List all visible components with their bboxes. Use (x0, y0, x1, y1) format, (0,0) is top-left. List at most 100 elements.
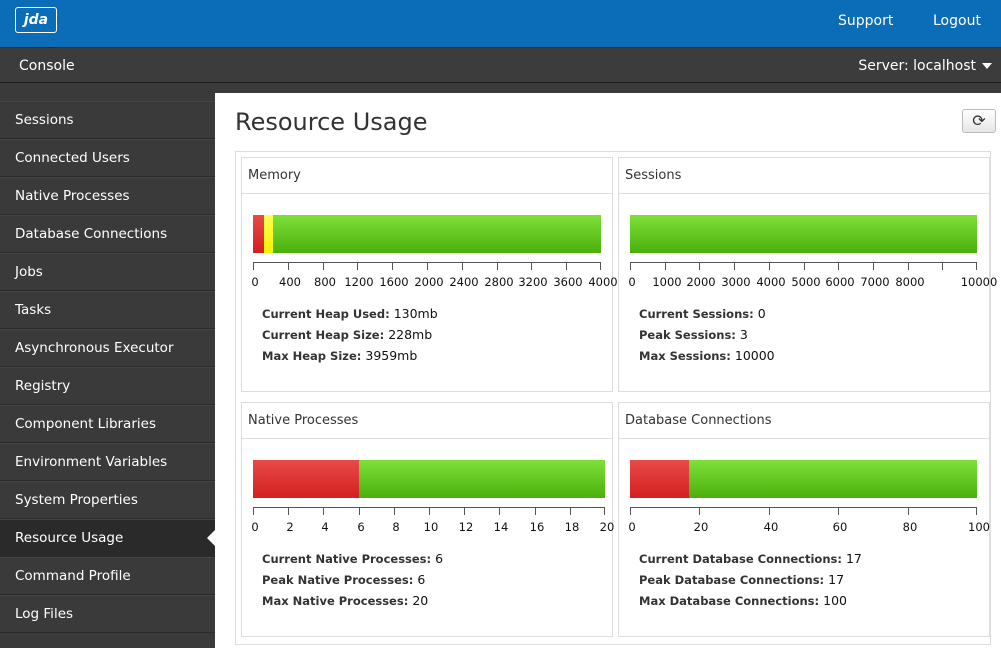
tick-label: 10 (423, 520, 439, 534)
sidebar-item-label: Component Libraries (15, 416, 156, 432)
tick-label: 3600 (553, 275, 583, 289)
stat-value: 6 (417, 572, 426, 587)
axis-tick (531, 263, 532, 270)
support-link[interactable]: Support (838, 13, 894, 29)
axis-tick (942, 263, 943, 270)
free-segment (273, 215, 601, 253)
sidebar-item-label: Native Processes (15, 188, 130, 204)
stat-value: 20 (412, 593, 429, 608)
axis-tick (665, 263, 666, 270)
stat-row: Current Heap Used: 130mb (262, 306, 438, 321)
panel-title: Sessions (619, 158, 989, 194)
axis-tick (566, 263, 567, 270)
tick-label: 4 (321, 520, 329, 534)
sidebar-item-label: Resource Usage (15, 530, 124, 546)
axis-tick (288, 508, 289, 515)
server-label: Server: localhost (858, 58, 976, 74)
tick-label: 1600 (379, 275, 409, 289)
sidebar-item-system-properties[interactable]: System Properties (0, 481, 215, 519)
stat-label: Current Heap Used: (262, 307, 390, 321)
tick-label: 80 (902, 520, 918, 534)
sidebar-item-sessions[interactable]: Sessions (0, 101, 215, 139)
axis-tick (630, 508, 631, 515)
jda-logo[interactable]: jda (15, 7, 57, 33)
stat-row: Current Heap Size: 228mb (262, 327, 432, 342)
axis-tick (427, 263, 428, 270)
tick-label: 40 (763, 520, 779, 534)
sidebar-item-connected-users[interactable]: Connected Users (0, 139, 215, 177)
sidebar-item-resource-usage[interactable]: Resource Usage (0, 519, 215, 557)
refresh-button[interactable]: ⟳ (962, 109, 996, 133)
tick-label: 2400 (449, 275, 479, 289)
sidebar-item-label: Connected Users (15, 150, 130, 166)
tick-label: 2000 (414, 275, 444, 289)
tick-label: 0 (251, 520, 259, 534)
stat-value: 6 (435, 551, 444, 566)
stat-value: 3 (739, 327, 748, 342)
sidebar-item-label: Environment Variables (15, 454, 168, 470)
tick-label: 18 (564, 520, 580, 534)
axis-tick (462, 263, 463, 270)
sidebar-item-component-libraries[interactable]: Component Libraries (0, 405, 215, 443)
axis-tick (359, 508, 360, 515)
stat-row: Current Sessions: 0 (639, 306, 766, 321)
sidebar-item-command-profile[interactable]: Command Profile (0, 557, 215, 595)
tick-label: 2800 (484, 275, 514, 289)
tick-label: 12 (458, 520, 474, 534)
sidebar-item-jobs[interactable]: Jobs (0, 253, 215, 291)
tick-label: 1000 (652, 275, 682, 289)
sidebar-item-asynchronous-executor[interactable]: Asynchronous Executor (0, 329, 215, 367)
stat-row: Max Sessions: 10000 (639, 348, 775, 363)
stat-label: Current Database Connections: (639, 552, 842, 566)
sidebar-item-database-connections[interactable]: Database Connections (0, 215, 215, 253)
stat-row: Max Native Processes: 20 (262, 593, 428, 608)
used-segment (630, 460, 689, 498)
sidebar-item-tasks[interactable]: Tasks (0, 291, 215, 329)
tick-label: 5000 (791, 275, 821, 289)
axis-tick (323, 263, 324, 270)
tick-label: 20 (599, 520, 615, 534)
panel-title: Database Connections (619, 403, 989, 439)
bar-axis (253, 507, 605, 517)
panel-title: Native Processes (242, 403, 612, 439)
sidebar-item-label: Registry (15, 378, 71, 394)
sidebar-item-environment-variables[interactable]: Environment Variables (0, 443, 215, 481)
console-title[interactable]: Console (19, 58, 75, 74)
sidebar-item-registry[interactable]: Registry (0, 367, 215, 405)
tick-label: 60 (832, 520, 848, 534)
page-title: Resource Usage (235, 108, 428, 136)
tick-label: 4000 (588, 275, 618, 289)
axis-tick (497, 263, 498, 270)
stat-row: Max Heap Size: 3959mb (262, 348, 417, 363)
tick-label: 1200 (344, 275, 374, 289)
tick-label: 7000 (860, 275, 890, 289)
logout-link[interactable]: Logout (933, 13, 981, 29)
free-segment (689, 460, 977, 498)
stat-label: Current Heap Size: (262, 328, 385, 342)
tick-label: 20 (693, 520, 709, 534)
stat-value: 3959mb (365, 348, 418, 363)
sidebar-item-native-processes[interactable]: Native Processes (0, 177, 215, 215)
tick-label: 400 (279, 275, 301, 289)
stat-label: Peak Sessions: (639, 328, 736, 342)
stat-row: Current Database Connections: 17 (639, 551, 862, 566)
axis-tick (394, 508, 395, 515)
axis-tick (804, 263, 805, 270)
used-segment (253, 460, 359, 498)
tick-label: 0 (251, 275, 259, 289)
axis-tick (429, 508, 430, 515)
axis-tick (699, 508, 700, 515)
stat-label: Peak Native Processes: (262, 573, 414, 587)
tick-label: 16 (529, 520, 545, 534)
server-selector[interactable]: Server: localhost (858, 58, 992, 74)
tick-label: 8 (392, 520, 400, 534)
resource-grid: Memory 0 400 800 1200 1600 2000 2400 2800 3200 360… (235, 151, 997, 645)
axis-tick (769, 508, 770, 515)
native-processes-panel: Native Processes 0 2 4 6 8 10 12 14 16 18 20 Current… (241, 402, 615, 637)
tick-label: 8000 (895, 275, 925, 289)
stat-value: 100 (823, 593, 847, 608)
sidebar-item-log-files[interactable]: Log Files (0, 595, 215, 633)
stat-label: Current Native Processes: (262, 552, 432, 566)
bar-axis (253, 262, 601, 272)
axis-tick (630, 263, 631, 270)
